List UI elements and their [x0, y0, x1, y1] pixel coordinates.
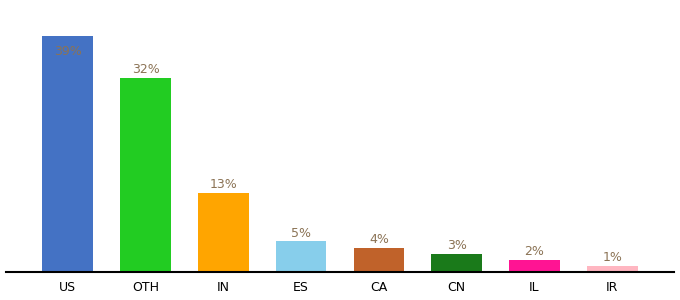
Bar [587, 266, 638, 272]
Text: 5%: 5% [291, 227, 311, 240]
Text: 3%: 3% [447, 239, 466, 252]
Text: 39%: 39% [54, 45, 82, 58]
Bar [431, 254, 482, 272]
Text: 4%: 4% [369, 233, 389, 246]
Text: 32%: 32% [132, 63, 159, 76]
Bar [509, 260, 560, 272]
Text: 1%: 1% [602, 251, 622, 264]
Bar [198, 193, 249, 272]
Bar [42, 36, 93, 272]
Bar [276, 242, 326, 272]
Text: 13%: 13% [209, 178, 237, 191]
Text: 2%: 2% [524, 245, 545, 258]
Bar [354, 248, 404, 272]
Bar [120, 78, 171, 272]
